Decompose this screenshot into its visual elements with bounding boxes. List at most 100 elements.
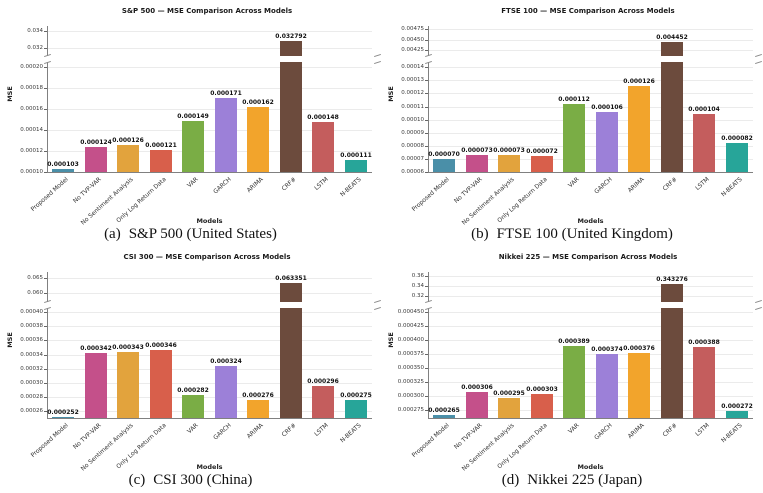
x-tick-label: VAR [186,422,200,436]
x-tick-label: LSTM [313,422,330,438]
plot-area-csi300: 0.060 0.065 0.00026 0.00028 0.00030 0.00032 0.… [20,272,381,473]
bar-Only Log Return Data [150,350,172,418]
x-tick-label: Proposed Model [410,422,451,460]
bar-value-label: 0.000388 [688,339,720,346]
bar-GARCH [215,366,237,418]
x-tick-label: No TVP-VAR [71,422,103,451]
x-axis-label: Models [196,217,223,225]
gridline [428,410,753,411]
bar-value-label: 0.000121 [145,142,177,149]
y-tick [425,382,428,383]
y-tick-label: 0.00013 [401,77,424,83]
caption-prefix: (c) [128,472,146,488]
bar-upper-CRF# [280,283,302,302]
y-tick [425,368,428,369]
y-tick-label: 0.00475 [401,26,424,32]
figure-caption-d: (d) Nikkei 225 (Japan) [381,472,763,489]
bar-value-label: 0.000070 [428,151,460,158]
plot-area-sp500: 0.032 0.034 0.00010 0.00012 0.00014 0.00016 0.… [20,26,381,227]
y-tick [425,326,428,327]
y-tick [44,369,47,370]
x-tick-label: GARCH [593,176,614,196]
y-tick-label: 0.32 [411,293,424,299]
y-tick [44,48,47,49]
bar-value-label: 0.000106 [591,104,623,111]
y-tick-label: 0.00010 [20,169,43,175]
y-tick [425,40,428,41]
y-tick [425,354,428,355]
bar-LSTM [312,122,334,172]
axis-break-mark [425,299,432,304]
bar-value-label: 0.000265 [428,407,460,414]
y-tick-label: 0.00032 [20,366,43,372]
bar-VAR [563,346,585,418]
gridline [47,48,372,49]
bar-value-label: 0.343276 [656,276,688,283]
y-tick [44,109,47,110]
bar-GARCH [215,98,237,172]
y-tick-label: 0.00014 [20,127,43,133]
x-tick-label: LSTM [313,176,330,192]
bar-value-label: 0.000346 [145,342,177,349]
gridline [428,67,753,68]
bar-value-label: 0.000343 [112,344,144,351]
y-tick [425,29,428,30]
y-tick [44,31,47,32]
x-axis-line [428,418,753,419]
x-tick-label: CRF# [661,176,679,193]
y-tick-label: 0.00016 [20,106,43,112]
bar-Proposed Model [52,169,74,172]
axis-break-mark [755,60,762,65]
y-tick-label: 0.00012 [401,90,424,96]
x-axis-line [47,418,372,419]
y-tick [44,411,47,412]
figure-caption-a: (a) S&P 500 (United States) [0,226,381,243]
bar-value-label: 0.004452 [656,34,688,41]
x-axis-label: Models [196,463,223,471]
y-tick-label: 0.00425 [401,47,424,53]
bar-value-label: 0.000103 [47,161,79,168]
y-tick-label: 0.00010 [401,117,424,123]
bar-value-label: 0.000389 [558,338,590,345]
y-tick-label: 0.000375 [397,351,424,357]
y-tick [44,130,47,131]
gridline [47,31,372,32]
gridline [428,296,753,297]
bar-GARCH [596,354,618,418]
bar-GARCH [596,112,618,172]
axis-break-mark [44,299,51,304]
bar-value-label: 0.000072 [526,148,558,155]
bar-value-label: 0.000306 [461,384,493,391]
x-tick-label: N-BEATS [720,422,744,445]
gridline [428,29,753,30]
y-tick-label: 0.000425 [397,323,424,329]
gridline [47,369,372,370]
x-tick-label: LSTM [694,176,711,192]
bar-ARIMA [247,107,269,172]
y-tick [44,293,47,294]
gridline [47,411,372,412]
bar-N-BEATS [345,400,367,418]
x-tick-label: CRF# [661,422,679,439]
bar-ARIMA [628,353,650,418]
x-tick-label: CRF# [280,176,298,193]
bar-value-label: 0.000112 [558,96,590,103]
y-tick-label: 0.00026 [20,408,43,414]
y-tick-label: 0.00012 [20,148,43,154]
x-tick-label: ARIMA [245,176,265,195]
bar-LSTM [693,114,715,172]
x-tick-label: LSTM [694,422,711,438]
y-tick [425,50,428,51]
y-tick-label: 0.00450 [401,37,424,43]
axis-break-mark [374,306,381,311]
bar-value-label: 0.000111 [340,152,372,159]
figure-panel-d: Nikkei 225 — MSE Comparison Across Model… [381,246,763,493]
y-tick-label: 0.034 [27,28,43,34]
bar-No Sentiment Analysis [498,398,520,418]
bar-value-label: 0.000124 [80,139,112,146]
bar-value-label: 0.000272 [721,403,753,410]
y-tick [425,107,428,108]
figure-caption-b: (b) FTSE 100 (United Kingdom) [381,226,763,243]
bar-Proposed Model [52,417,74,418]
axis-break-mark [374,299,381,304]
